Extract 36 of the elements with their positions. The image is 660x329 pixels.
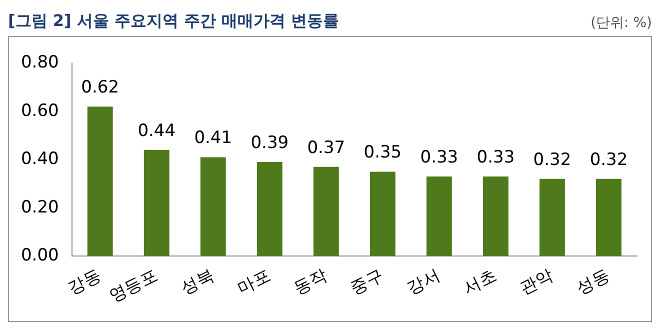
bar bbox=[370, 172, 396, 256]
data-label: 0.41 bbox=[194, 128, 232, 148]
bar bbox=[596, 178, 622, 256]
x-tick-label: 강서 bbox=[404, 266, 444, 299]
y-tick-label: 0.20 bbox=[20, 197, 59, 218]
data-label: 0.33 bbox=[420, 147, 458, 168]
x-tick-label: 관악 bbox=[517, 266, 556, 299]
x-tick-label: 서초 bbox=[460, 266, 500, 299]
data-label: 0.32 bbox=[533, 150, 572, 170]
bar bbox=[200, 157, 226, 256]
data-label: 0.33 bbox=[476, 147, 515, 168]
bar bbox=[144, 150, 170, 256]
x-tick-label: 동작 bbox=[291, 266, 330, 299]
data-label: 0.44 bbox=[138, 120, 176, 141]
x-tick-label: 성북 bbox=[178, 266, 218, 299]
data-label: 0.32 bbox=[590, 150, 628, 170]
x-tick-label: 강동 bbox=[64, 266, 104, 299]
text: (단위: %) bbox=[590, 14, 652, 32]
bar bbox=[540, 178, 565, 256]
y-tick-label: 0.60 bbox=[20, 100, 59, 121]
data-label: 0.62 bbox=[81, 78, 120, 98]
chart-title: [그림 2] 서울 주요지역 주간 매매가격 변동률 bbox=[8, 11, 340, 32]
x-tick-label: 성동 bbox=[574, 266, 613, 299]
y-tick-label: 0.40 bbox=[20, 149, 59, 170]
bar bbox=[482, 176, 508, 256]
y-tick-label: 0.00 bbox=[20, 246, 59, 266]
bar bbox=[313, 166, 339, 256]
bar bbox=[256, 162, 282, 256]
data-label: 0.39 bbox=[250, 132, 289, 153]
y-tick-label: 0.80 bbox=[20, 52, 59, 73]
x-tick-label: 중구 bbox=[348, 266, 387, 299]
x-tick-label: 마포 bbox=[234, 266, 274, 299]
bar bbox=[87, 106, 113, 256]
bar bbox=[426, 176, 452, 256]
data-label: 0.37 bbox=[307, 138, 346, 158]
data-label: 0.35 bbox=[364, 142, 402, 163]
